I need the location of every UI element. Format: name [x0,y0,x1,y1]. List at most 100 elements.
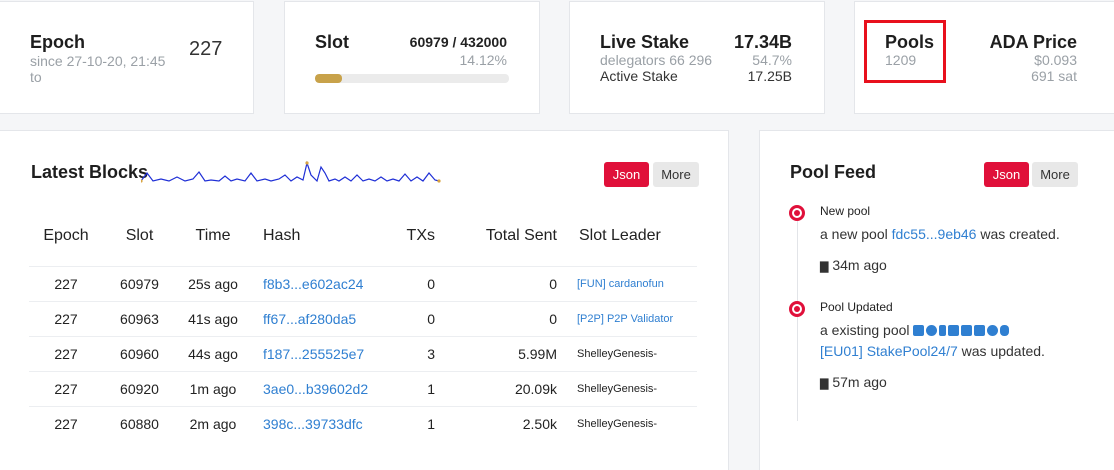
feed-item-text: a existing pool [820,322,1011,338]
telegram-icon[interactable] [926,325,938,336]
youtube-icon[interactable] [948,325,960,336]
feed-item-heading: Pool Updated [820,300,893,314]
cell-total-sent: 0 [440,300,557,336]
cell-hash[interactable]: 3ae0...b39602d2 [250,370,370,406]
slot-progress-bar [315,74,509,83]
cell-total-sent: 0 [440,265,557,301]
slot-percent: 14.12% [459,52,507,68]
epoch-to: to [30,69,42,85]
cell-txs: 1 [370,405,440,441]
col-slot-leader: Slot Leader [579,226,661,244]
slot-title: Slot [315,32,349,52]
col-epoch: Epoch [43,226,89,244]
table-row[interactable]: 227 60979 25s ago f8b3...e602ac24 0 0 [FUN] ca… [29,265,697,301]
table-row[interactable]: 227 60920 1m ago 3ae0...b39602d2 1 20.09k Shel… [29,370,697,406]
cell-hash[interactable]: f8b3...e602ac24 [250,265,370,301]
cell-time: 1m ago [176,370,250,406]
cell-slot-leader: ShelleyGenesis- [557,405,697,441]
table-row[interactable]: 227 60880 2m ago 398c...39733dfc 1 2.50k Shell… [29,405,697,441]
social-icons [913,322,1011,338]
feed-json-button[interactable]: Json [984,162,1029,187]
feed-more-button[interactable]: More [1032,162,1078,187]
cell-slot-leader[interactable]: [P2P] P2P Validator [557,300,697,336]
pool-feed-title: Pool Feed [790,162,877,182]
feed-item-text: [EU01] StakePool24/7 was updated. [820,343,1045,359]
cell-epoch: 227 [29,300,103,336]
cell-hash[interactable]: f187...255525e7 [250,335,370,371]
epoch-since: since 27-10-20, 21:45 [30,53,166,69]
cell-time: 44s ago [176,335,250,371]
cell-time: 41s ago [176,300,250,336]
slot-progress-fill [315,74,343,83]
pools-title[interactable]: Pools [885,32,935,52]
cell-txs: 0 [370,300,440,336]
col-slot: Slot [125,226,154,244]
feed-item-text: a new pool fdc55...9eb46 was created. [820,226,1060,242]
blocks-json-button[interactable]: Json [604,162,649,187]
live-stake-card: Live Stake 17.34B delegators 66 296 54.7… [569,1,825,114]
feed-timeline [797,221,798,421]
live-stake-title: Live Stake [600,32,690,52]
col-total-sent: Total Sent [485,226,557,244]
pool-link[interactable]: [EU01] StakePool24/7 [820,343,958,359]
slot-card: Slot 60979 / 432000 14.12% [284,1,540,114]
ada-price-sat: 691 sat [1031,68,1077,84]
cell-epoch: 227 [29,405,103,441]
col-hash: Hash [263,226,301,244]
blocks-sparkline [141,160,441,183]
chart-icon: ▇ [820,378,829,390]
cell-total-sent: 2.50k [440,405,557,441]
cell-hash[interactable]: ff67...af280da5 [250,300,370,336]
cell-slot-leader[interactable]: [FUN] cardanofun [557,265,697,301]
feed-item-time: ▇ 57m ago [820,374,887,390]
pool-feed-card: Pool Feed Json More New pool a new pool … [759,130,1114,470]
blocks-table-header: Epoch Slot Time Hash TXs Total Sent Slot… [29,206,697,266]
cell-hash[interactable]: 398c...39733dfc [250,405,370,441]
cell-slot-leader: ShelleyGenesis- [557,335,697,371]
live-stake-percent: 54.7% [752,52,792,68]
cell-slot: 60979 [103,265,176,301]
cell-slot: 60920 [103,370,176,406]
live-stake-value: 17.34B [733,32,792,52]
epoch-card: Epoch 227 since 27-10-20, 21:45 to [0,1,254,114]
epoch-value: 227 [189,38,223,60]
cell-epoch: 227 [29,265,103,301]
chart-icon: ▇ [820,261,829,273]
blocks-table: Epoch Slot Time Hash TXs Total Sent Slot… [29,206,697,441]
latest-blocks-title: Latest Blocks [31,162,149,182]
cell-txs: 1 [370,370,440,406]
feed-item-time: ▇ 34m ago [820,257,887,273]
pools-count: 1209 [885,52,917,68]
cell-total-sent: 5.99M [440,335,557,371]
facebook-icon[interactable] [939,325,947,336]
slot-value: 60979 / 432000 [409,34,507,50]
active-stake-value: 17.25B [747,68,792,84]
cell-time: 25s ago [176,265,250,301]
discord-icon[interactable] [974,325,986,336]
feed-dot-icon [789,301,805,317]
ada-price-usd: $0.093 [1034,52,1077,68]
cell-time: 2m ago [176,405,250,441]
cell-slot-leader: ShelleyGenesis- [557,370,697,406]
cell-txs: 3 [370,335,440,371]
ada-price-title: ADA Price [989,32,1077,52]
twitter-icon[interactable] [913,325,925,336]
cell-txs: 0 [370,265,440,301]
cell-slot: 60960 [103,335,176,371]
cell-epoch: 227 [29,335,103,371]
table-row[interactable]: 227 60963 41s ago ff67...af280da5 0 0 [P2P] P2… [29,300,697,336]
link-icon[interactable] [1000,325,1010,336]
twitch-icon[interactable] [961,325,973,336]
table-row[interactable]: 227 60960 44s ago f187...255525e7 3 5.99M Shel… [29,335,697,371]
cell-epoch: 227 [29,370,103,406]
active-stake-label: Active Stake [600,68,678,84]
pool-link[interactable]: fdc55...9eb46 [891,226,977,242]
github-icon[interactable] [987,325,999,336]
feed-dot-icon [789,205,805,221]
cell-slot: 60963 [103,300,176,336]
col-time: Time [195,226,231,244]
blocks-more-button[interactable]: More [653,162,699,187]
cell-total-sent: 20.09k [440,370,557,406]
latest-blocks-card: Latest Blocks Json More Epoch Slot Time … [0,130,729,470]
col-txs: TXs [406,226,435,244]
